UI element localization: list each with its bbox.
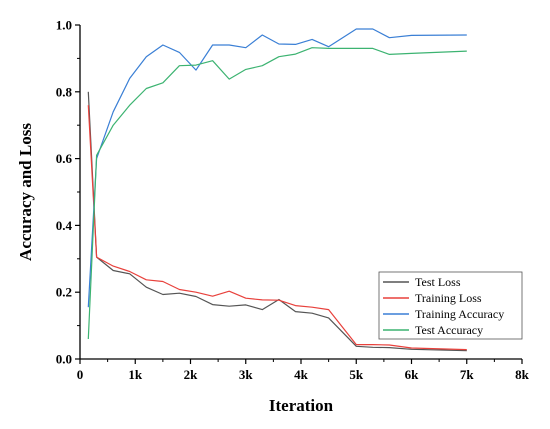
x-axis-title: Iteration <box>269 396 334 415</box>
x-tick-label: 1k <box>128 367 143 382</box>
series-line-test-accuracy <box>87 47 467 340</box>
series-line-test-loss <box>87 91 467 352</box>
legend-label-training-loss: Training Loss <box>415 291 482 305</box>
x-tick-label: 2k <box>184 367 199 382</box>
y-tick-label: 1.0 <box>56 18 72 33</box>
y-axis-title: Accuracy and Loss <box>16 123 35 261</box>
x-tick-label: 0 <box>77 367 84 382</box>
y-tick-label: 0.2 <box>56 285 72 300</box>
legend-label-training-accuracy: Training Accuracy <box>415 307 504 321</box>
legend: Test Loss Training Loss Training Accuracy T… <box>378 271 523 340</box>
x-tick-label: 5k <box>349 367 364 382</box>
legend-box <box>378 271 523 340</box>
x-tick-label: 4k <box>294 367 309 382</box>
legend-label-test-loss: Test Loss <box>415 275 461 289</box>
y-tick-label: 0.0 <box>56 352 72 367</box>
x-tick-label: 6k <box>405 367 420 382</box>
series-line-training-accuracy <box>87 28 467 308</box>
axes: 0 1k 2k 3k 4k 5k 6k 7k 8k 0.0 0.2 0.4 0.6 0.8 1.0 <box>56 18 530 383</box>
series-line-training-loss <box>87 105 467 351</box>
series-layer <box>87 28 467 352</box>
x-tick-label: 7k <box>460 367 475 382</box>
y-tick-label: 0.8 <box>56 84 73 99</box>
x-tick-label: 8k <box>515 367 530 382</box>
y-tick-label: 0.4 <box>56 218 73 233</box>
y-tick-label: 0.6 <box>56 151 73 166</box>
x-tick-label: 3k <box>239 367 254 382</box>
legend-label-test-accuracy: Test Accuracy <box>415 323 483 337</box>
